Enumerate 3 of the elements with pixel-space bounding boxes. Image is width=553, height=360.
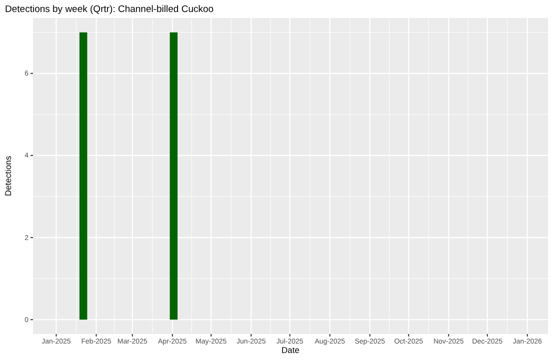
chart-title: Detections by week (Qrtr): Channel-billed Cuckoo	[5, 4, 214, 15]
x-axis-title: Date	[282, 345, 300, 355]
y-axis-title: Detections	[3, 156, 13, 196]
